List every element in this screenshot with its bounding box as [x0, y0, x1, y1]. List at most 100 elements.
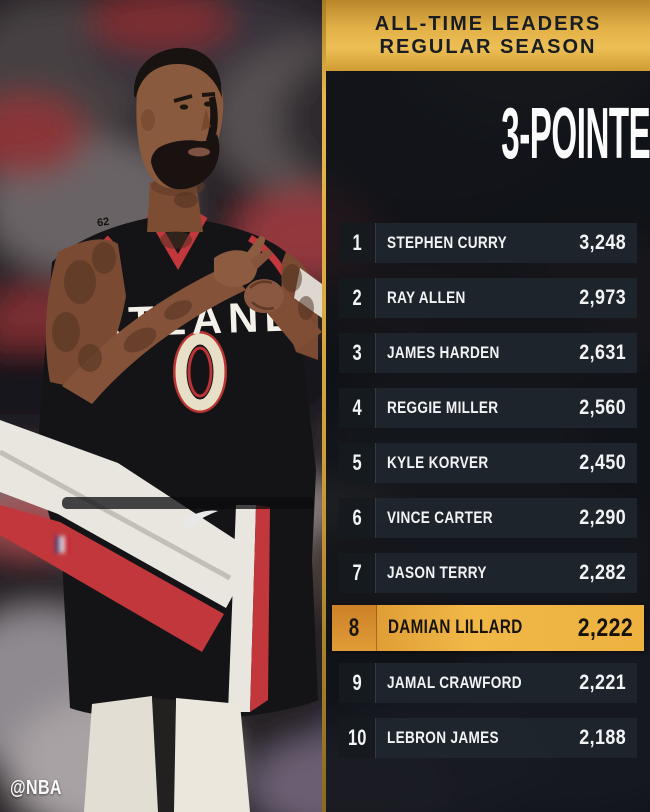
player-name-cell: JAMES HARDEN	[376, 333, 571, 373]
rank-label: 4	[352, 395, 362, 420]
player-value-cell: 2,188	[571, 718, 637, 758]
nike-swoosh	[180, 510, 218, 529]
eye-right	[204, 101, 212, 107]
stat-title: 3-POINTERS MADE	[326, 98, 650, 170]
stat-title-text: 3-POINTERS MADE	[501, 94, 650, 174]
player-value-cell: 2,631	[571, 333, 637, 373]
nose-shadow	[201, 108, 211, 131]
stats-panel: ALL-TIME LEADERS REGULAR SEASON 3-POINTE…	[322, 0, 650, 812]
jersey-number-zero	[173, 331, 227, 413]
player-value-label: 2,282	[579, 561, 626, 584]
eyebrow-left	[173, 94, 193, 103]
player-name-cell: JAMAL CRAWFORD	[376, 663, 571, 703]
player-value-label: 2,290	[579, 506, 626, 529]
middle-finger	[250, 249, 272, 270]
rank-label: 3	[352, 340, 362, 365]
player-name-label: JAMES HARDEN	[387, 343, 500, 362]
player-value-label: 2,560	[579, 396, 626, 419]
player-name-label: JASON TERRY	[387, 563, 487, 582]
ear	[141, 109, 155, 131]
player-name-label: LEBRON JAMES	[387, 728, 499, 747]
left-leg-tight	[84, 696, 160, 812]
shorts-waistband	[62, 497, 314, 509]
leaderboard-row: 5 KYLE KORVER 2,450	[339, 443, 637, 483]
lips	[188, 147, 210, 157]
rank-label: 7	[352, 560, 362, 585]
player-value-label: 2,973	[579, 286, 626, 309]
leg-shadow	[152, 698, 176, 812]
leaderboard-row: 2 RAY ALLEN 2,973	[339, 278, 637, 318]
player-name-cell: REGGIE MILLER	[376, 388, 571, 428]
shorts-stripe-red	[250, 505, 270, 712]
jersey-patch: 62	[96, 216, 110, 230]
player-name-label: VINCE CARTER	[387, 508, 493, 527]
shorts-stripe-white	[228, 505, 256, 712]
leaderboard-row: 4 REGGIE MILLER 2,560	[339, 388, 637, 428]
leaderboard-row: 6 VINCE CARTER 2,290	[339, 498, 637, 538]
rank-cell: 8	[332, 605, 377, 651]
player-name-label: RAY ALLEN	[387, 288, 466, 307]
rank-label: 8	[348, 613, 360, 642]
jersey-sash-seam	[0, 449, 232, 581]
player-name-cell: STEPHEN CURRY	[376, 223, 571, 263]
sideburn	[206, 96, 218, 144]
rank-label: 10	[347, 725, 367, 750]
player-name-cell: VINCE CARTER	[376, 498, 571, 538]
index-finger	[246, 236, 266, 264]
player-value-cell: 2,282	[571, 553, 637, 593]
rank-label: 5	[352, 450, 362, 475]
eyebrow-right	[201, 92, 216, 97]
rank-cell: 4	[339, 388, 376, 428]
player-value-cell: 2,222	[568, 605, 644, 651]
rank-label: 6	[352, 505, 362, 530]
rank-cell: 7	[339, 553, 376, 593]
fist-knuckles	[249, 280, 275, 310]
player-value-cell: 2,560	[571, 388, 637, 428]
player-value-label: 2,188	[579, 726, 626, 749]
leaderboard-row: 10 LEBRON JAMES 2,188	[339, 718, 637, 758]
player-name-cell: RAY ALLEN	[376, 278, 571, 318]
leaderboard-row: 7 JASON TERRY 2,282	[339, 553, 637, 593]
rank-label: 9	[352, 670, 362, 695]
rank-cell: 1	[339, 223, 376, 263]
player-name-cell: LEBRON JAMES	[376, 718, 571, 758]
nba-watermark: @NBA	[10, 777, 62, 799]
rank-cell: 6	[339, 498, 376, 538]
hair	[133, 47, 222, 98]
leaderboard-row: 8 DAMIAN LILLARD 2,222	[332, 605, 644, 651]
panel-gold-border	[322, 0, 326, 812]
player-name-cell: KYLE KORVER	[376, 443, 571, 483]
player-value-label: 2,222	[577, 613, 633, 642]
leaderboard-row: 3 JAMES HARDEN 2,631	[339, 333, 637, 373]
rank-label: 1	[352, 230, 362, 255]
player-name-label: STEPHEN CURRY	[387, 233, 508, 252]
player-name-cell: JASON TERRY	[376, 553, 571, 593]
player-name-label: JAMAL CRAWFORD	[387, 673, 522, 692]
pointing-hand	[214, 250, 258, 287]
player-name-label: DAMIAN LILLARD	[388, 617, 523, 638]
header-line1: ALL-TIME LEADERS	[374, 12, 602, 35]
rank-label: 2	[352, 285, 362, 310]
player-value-label: 3,248	[579, 231, 626, 254]
leaderboard-row: 9 JAMAL CRAWFORD 2,221	[339, 663, 637, 703]
player-value-cell: 2,973	[571, 278, 637, 318]
player-name-label: REGGIE MILLER	[387, 398, 499, 417]
player-name-cell: DAMIAN LILLARD	[377, 605, 568, 651]
player-figure: RTLAND 62	[0, 47, 322, 812]
player-value-label: 2,631	[579, 341, 626, 364]
panel-header: ALL-TIME LEADERS REGULAR SEASON	[326, 0, 650, 71]
eye-left	[179, 104, 189, 110]
leaderboard-row: 1 STEPHEN CURRY 3,248	[339, 223, 637, 263]
rank-cell: 9	[339, 663, 376, 703]
player-value-cell: 2,450	[571, 443, 637, 483]
tattoos	[52, 192, 314, 372]
rank-cell: 2	[339, 278, 376, 318]
player-value-cell: 3,248	[571, 223, 637, 263]
player-value-label: 2,450	[579, 451, 626, 474]
player-value-label: 2,221	[579, 671, 626, 694]
player-name-label: KYLE KORVER	[387, 453, 489, 472]
rank-cell: 5	[339, 443, 376, 483]
nba-logo-patch	[56, 536, 68, 553]
jersey-sash-white	[0, 420, 256, 608]
